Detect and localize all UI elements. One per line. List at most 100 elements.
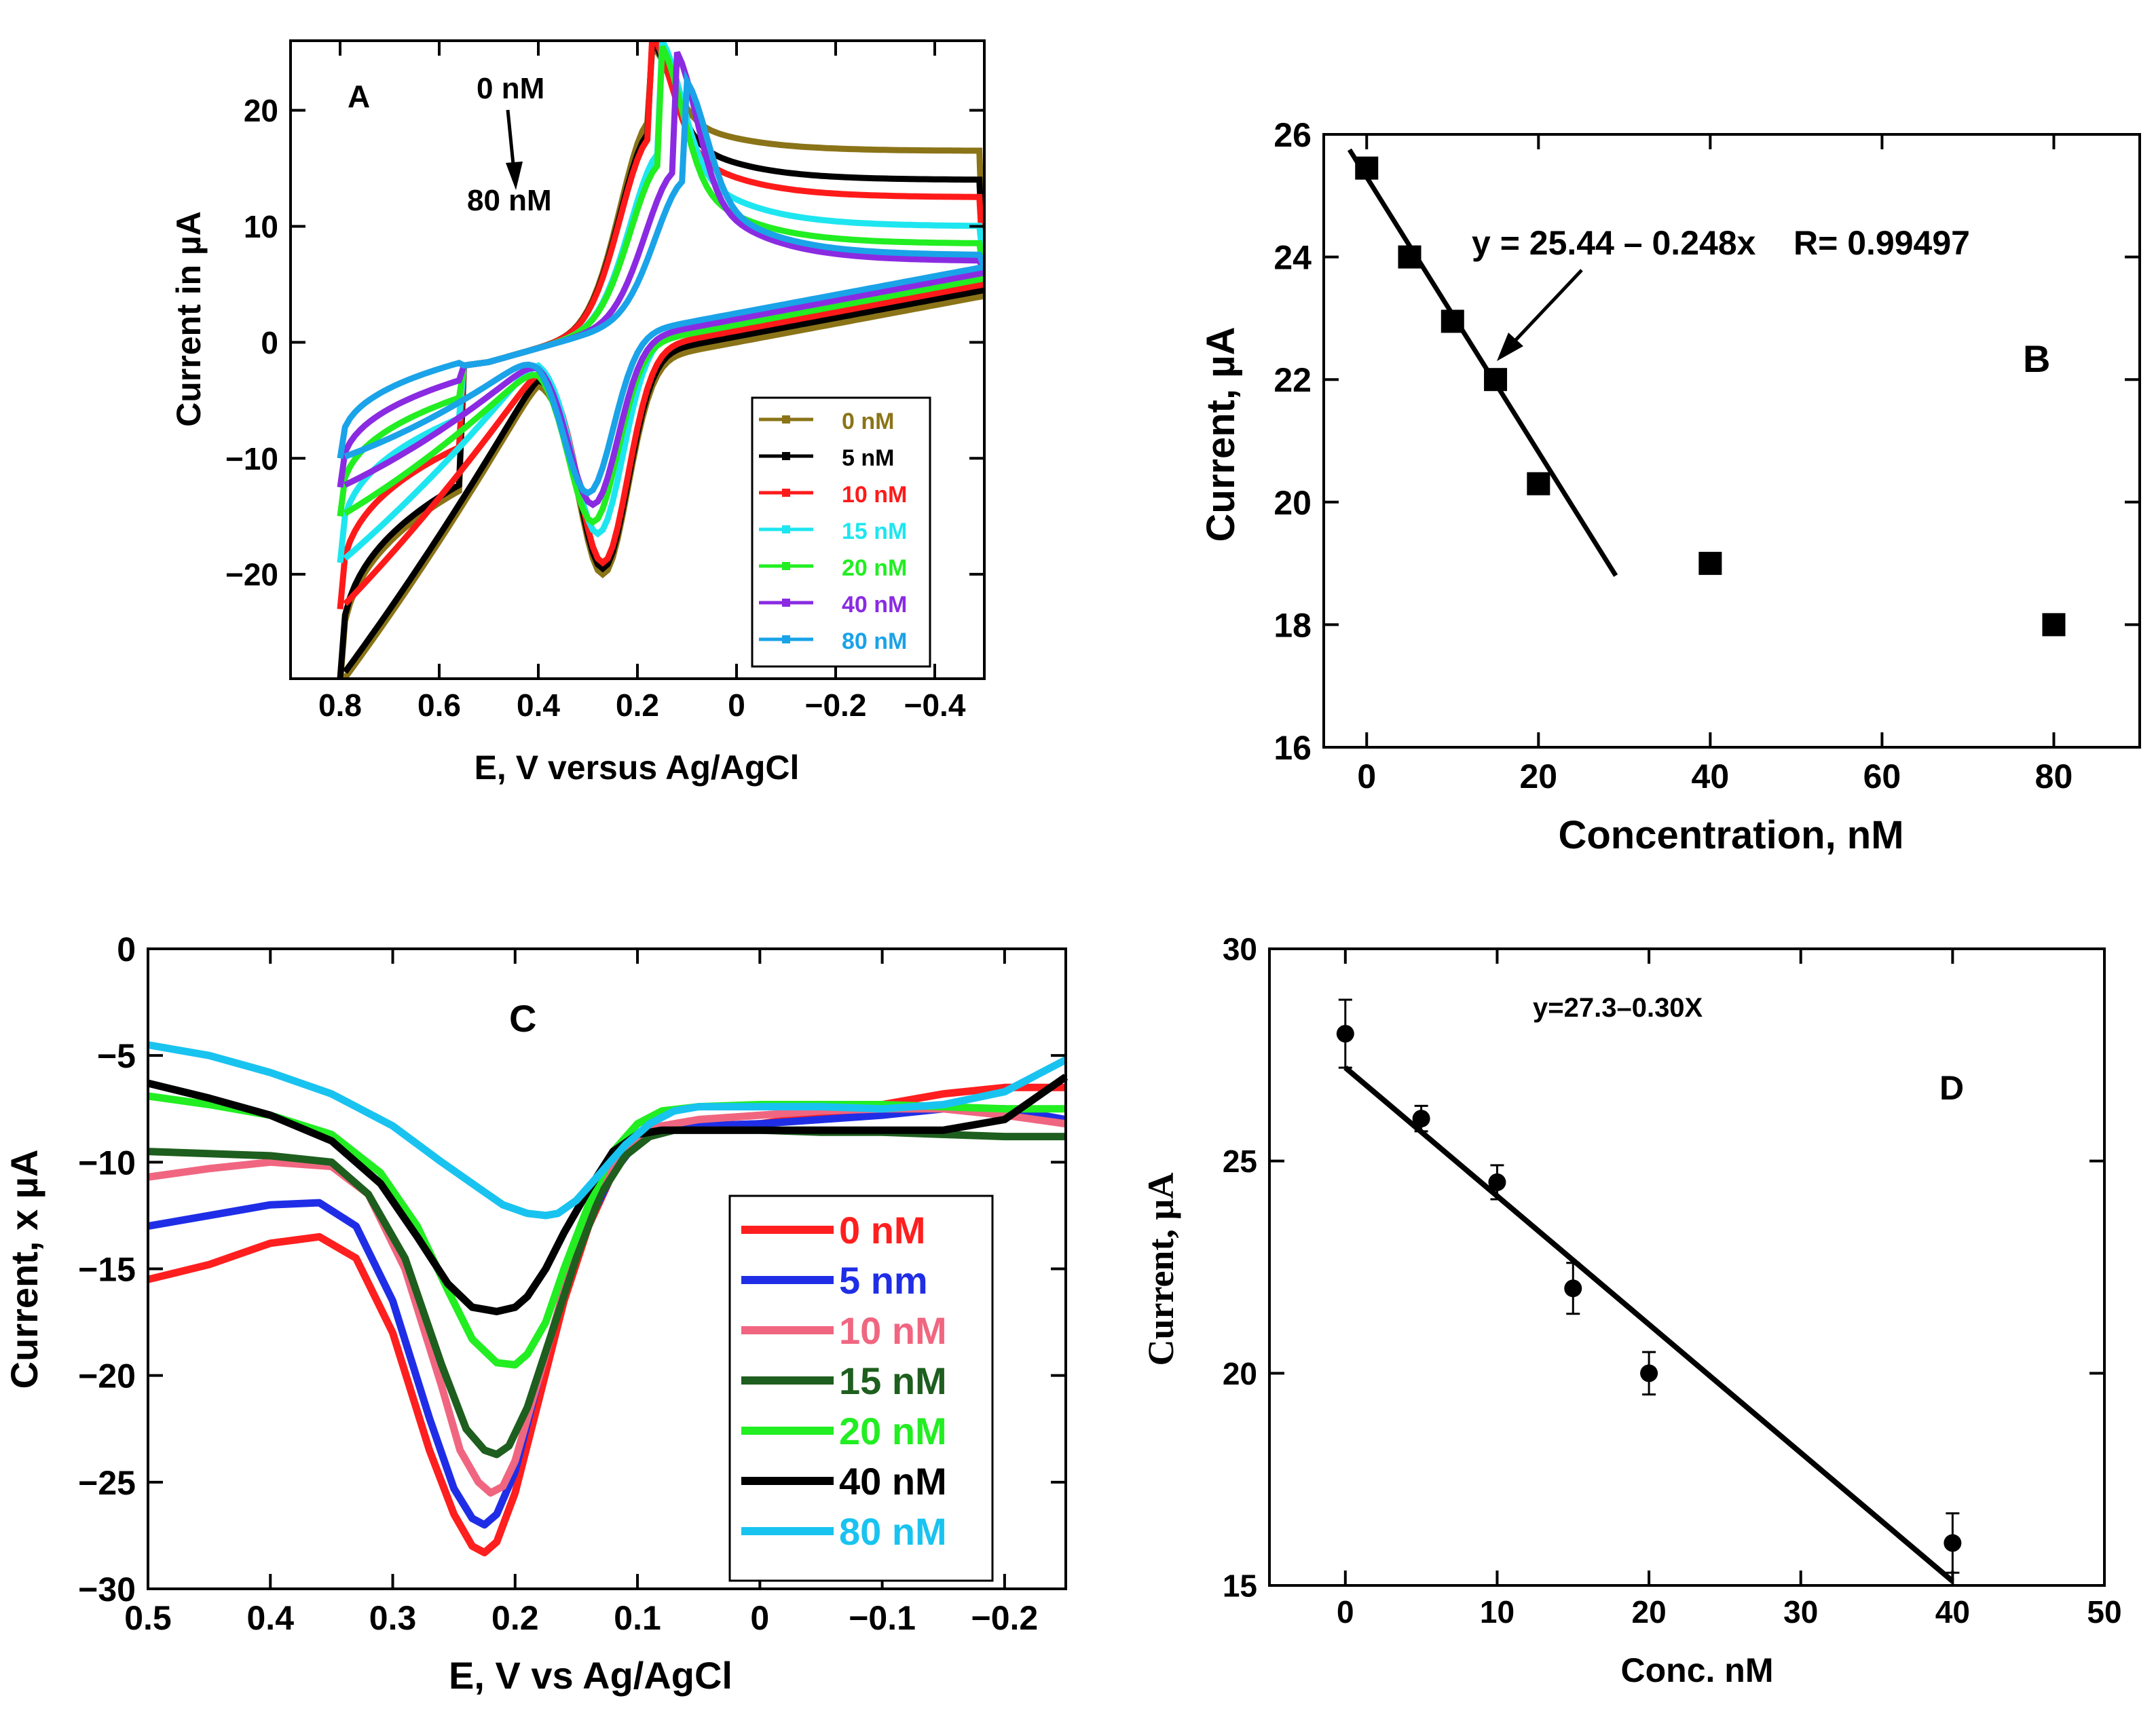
panel-a-arrowhead [506, 162, 523, 190]
panel-a-x-label: E, V versus Ag/AgCl [475, 749, 800, 787]
panel-c-legend-label: 5 nm [839, 1259, 928, 1302]
panel-a-legend-marker [782, 525, 790, 533]
panel-d-data-point [1944, 1534, 1962, 1552]
panel-b-y-label: Current, µA [1199, 327, 1243, 542]
panel-d-x-tick-label: 0 [1337, 1594, 1354, 1630]
panel-d-y-tick-label: 30 [1223, 932, 1257, 967]
panel-c-dpv-curve-0-nM [147, 1083, 1066, 1557]
panel-d-data-point [1564, 1279, 1582, 1298]
panel-b-x-label: Concentration, nM [1558, 813, 1903, 857]
panel-b-arrowhead [1497, 333, 1523, 361]
panel-b-data-point [1355, 156, 1379, 180]
panel-c-y-tick-label: −15 [78, 1251, 136, 1289]
panel-a-y-label: Current in µA [170, 211, 208, 427]
panel-b-y-tick-label: 22 [1274, 361, 1312, 399]
panel-a-legend-marker [782, 452, 790, 460]
panel-c-legend-label: 10 nM [839, 1309, 947, 1352]
panel-a-cv-curve-80-nM [337, 70, 984, 497]
panel-a-legend-label: 80 nM [842, 628, 907, 654]
panel-a-legend-marker [782, 635, 790, 643]
panel-b-plot-frame [1322, 133, 2141, 749]
panel-a-y-tick-label: −10 [225, 441, 278, 476]
panel-a-y-tick-label: 20 [244, 93, 278, 128]
panel-b-fit-line [1347, 148, 1618, 578]
panel-c-x-tick-label: 0.2 [491, 1599, 539, 1637]
panel-b-y-tick-label: 20 [1274, 484, 1312, 522]
panel-c-dpv-curve-80-nM [147, 1041, 1068, 1220]
panel-b-x-tick-label: 0 [1357, 757, 1376, 795]
panel-a-x-tick-label: 0.8 [318, 688, 362, 723]
panel-c-x-tick-label: 0.3 [369, 1599, 417, 1637]
panel-a: 0.8 0.6 0.4 0.2 0 −0.2 −0.4 −20 −10 0 10 20 A 0 nM … [170, 39, 986, 787]
panel-c-y-tick-label: −20 [78, 1357, 136, 1395]
panel-c-legend-box [728, 1195, 994, 1582]
panel-b-x-tick-label: 20 [1520, 757, 1558, 795]
panel-d-x-tick-label: 40 [1935, 1594, 1970, 1630]
panel-a-legend-marker [782, 562, 790, 570]
panel-d-data-point [1640, 1364, 1658, 1383]
panel-a-legend-marker [782, 599, 790, 607]
panel-b-data-point [1484, 368, 1508, 392]
panel-d-x-tick-label: 30 [1783, 1594, 1818, 1630]
panel-c-x-tick-label: 0.4 [247, 1599, 295, 1637]
panel-d-x-tick-label: 10 [1480, 1594, 1514, 1630]
panel-c-x-tick-label: 0.5 [124, 1599, 172, 1637]
panel-c-y-tick-label: 0 [117, 930, 136, 969]
panel-d-data-point [1336, 1025, 1354, 1043]
panel-c-x-tick-label: 0.1 [614, 1599, 661, 1637]
panel-b-y-tick-label: 24 [1274, 239, 1312, 277]
panel-a-y-tick-label: −20 [225, 557, 278, 593]
panel-c-y-label: Current, x µA [3, 1150, 45, 1389]
panel-a-legend-label: 5 nM [842, 445, 894, 471]
panel-b-data-point [1527, 472, 1550, 495]
panel-a-x-tick-label: −0.4 [904, 688, 966, 723]
panel-c-legend-label: 20 nM [839, 1410, 947, 1452]
panel-b-data-point [2042, 613, 2066, 637]
panel-a-legend-marker [782, 489, 790, 497]
panel-b: 0 20 40 60 80 16 18 20 22 24 26 B y = 25.44 – 0.24… [1199, 116, 2141, 857]
panel-b-data-point [1441, 309, 1464, 333]
panel-a-x-tick-label: 0.6 [417, 688, 461, 723]
panel-c-y-tick-label: −10 [78, 1144, 136, 1182]
panel-d-letter: D [1939, 1069, 1964, 1107]
panel-a-letter: A [348, 79, 370, 114]
panel-c-y-tick-label: −25 [78, 1464, 136, 1502]
panel-a-curves [337, 41, 984, 679]
panel-a-legend-box [751, 396, 931, 668]
panel-c-legend-label: 80 nM [839, 1510, 947, 1553]
panel-b-arrow [1511, 269, 1583, 345]
panel-d-x-label: Conc. nM [1621, 1651, 1774, 1689]
panel-d-equation: y=27.3–0.30X [1533, 993, 1703, 1023]
panel-b-equation: y = 25.44 – 0.248x R= 0.99497 [1472, 224, 1970, 262]
panel-b-y-tick-label: 16 [1274, 729, 1312, 767]
panel-b-data-point [1398, 245, 1421, 269]
panel-c-y-tick-label: −30 [78, 1571, 136, 1609]
panel-b-x-tick-label: 60 [1863, 757, 1901, 795]
panel-a-annotation-bottom: 80 nM [467, 184, 552, 217]
panel-b-x-tick-label: 80 [2035, 757, 2073, 795]
panel-a-legend-label: 10 nM [842, 482, 907, 508]
panel-c-dpv-curve-40-nM [147, 1074, 1068, 1315]
panel-b-x-tick-label: 40 [1692, 757, 1730, 795]
panel-d: 0 10 20 30 40 50 15 20 25 30 D y=27.3–0.30X Conc.… [1140, 932, 2122, 1689]
panel-c: 0.5 0.4 0.3 0.2 0.1 0 −0.1 −0.2 0 −5 −10 −15 −20 −25 −… [3, 930, 1068, 1697]
panel-a-legend-marker [782, 415, 790, 424]
panel-c-y-tick-label: −5 [97, 1037, 136, 1075]
panel-a-x-tick-label: 0 [728, 688, 745, 723]
panel-a-legend-label: 15 nM [842, 519, 907, 544]
panel-c-legend-label: 40 nM [839, 1460, 947, 1503]
panel-c-x-tick-label: 0 [750, 1599, 769, 1637]
panel-c-legend-label: 0 nM [839, 1209, 926, 1252]
panel-a-x-tick-label: −0.2 [805, 688, 867, 723]
panel-a-x-tick-label: 0.2 [616, 688, 659, 723]
panel-d-plot-frame [1268, 947, 2106, 1587]
panel-d-data-point [1488, 1173, 1506, 1191]
panel-a-x-tick-label: 0.4 [517, 688, 560, 723]
panel-d-x-tick-label: 20 [1632, 1594, 1667, 1630]
panel-d-fit-line [1343, 1066, 1954, 1583]
panel-c-curves [147, 1041, 1068, 1557]
panel-a-legend-label: 0 nM [842, 409, 894, 434]
panel-c-letter: C [509, 997, 536, 1040]
panel-d-y-tick-label: 15 [1223, 1568, 1257, 1604]
